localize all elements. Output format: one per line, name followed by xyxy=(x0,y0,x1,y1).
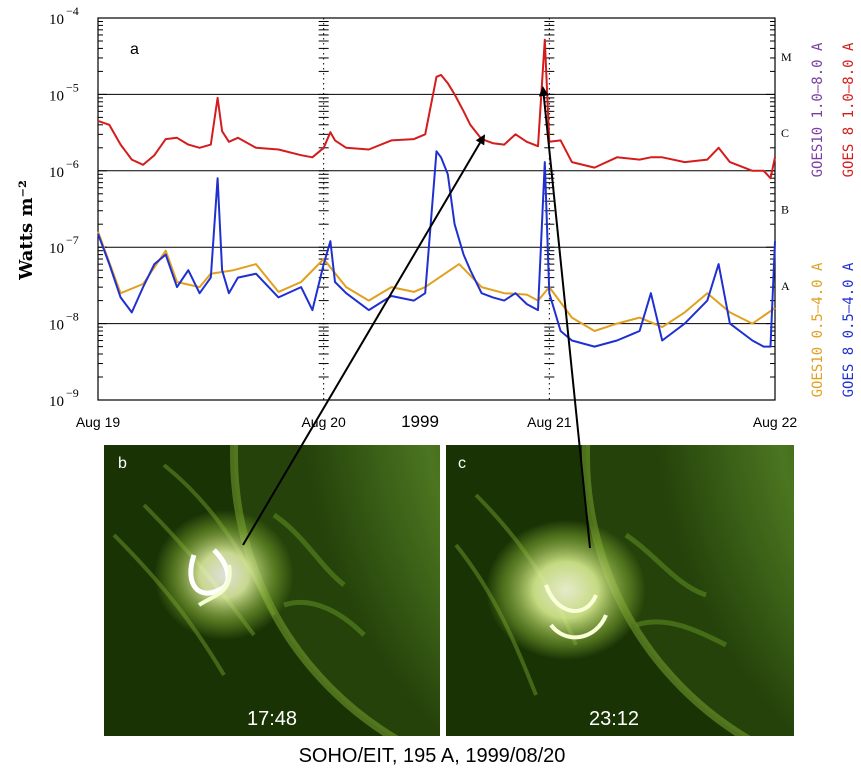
legend-entry: GOES10 1.0–8.0 A xyxy=(810,42,826,177)
y-tick-exponent: −5 xyxy=(66,80,79,94)
flare-class-reference-lines xyxy=(98,93,775,325)
flare-class-label: A xyxy=(781,279,790,293)
legend-entry: GOES 8 1.0–8.0 A xyxy=(841,42,857,177)
minor-ticks xyxy=(98,20,775,401)
arrow-c-to-plot xyxy=(538,86,591,549)
y-tick-label: 10 xyxy=(49,165,64,181)
flare-class-label: M xyxy=(781,50,792,64)
panel-label-a: a xyxy=(130,41,139,58)
plot-frame xyxy=(97,17,776,401)
flare-class-label: B xyxy=(781,203,789,217)
y-tick-exponent: −7 xyxy=(66,233,79,247)
flare-class-labels: A B C M xyxy=(781,50,792,293)
figure-caption: SOHO/EIT, 195 A, 1999/08/20 xyxy=(299,745,566,767)
image-b-label: b xyxy=(118,455,127,472)
x-tick-label: Aug 19 xyxy=(76,414,121,430)
y-tick-exponent: −6 xyxy=(66,157,79,171)
x-tick-label: Aug 22 xyxy=(753,414,798,430)
goes-xray-plot: 10−910−810−710−610−510−4 Aug 19 Aug 20 Aug… xyxy=(16,4,857,431)
x-year-label: 1999 xyxy=(401,412,439,431)
y-tick-label: 10 xyxy=(49,88,64,104)
y-tick-labels: 10−910−810−710−610−510−4 xyxy=(49,4,79,410)
series-line xyxy=(97,150,776,348)
legend: GOES10 1.0–8.0 A GOES 8 1.0–8.0 A GOES10 0… xyxy=(810,42,857,397)
x-tick-label: Aug 20 xyxy=(301,414,346,430)
series-line xyxy=(97,38,776,180)
legend-entry: GOES10 0.5–4.0 A xyxy=(810,262,826,397)
image-c-label: c xyxy=(458,455,466,472)
legend-entry: GOES 8 0.5–4.0 A xyxy=(841,262,857,397)
y-tick-label: 10 xyxy=(49,241,64,257)
series-group xyxy=(97,38,776,348)
flare-class-label: C xyxy=(781,126,789,140)
image-b-time: 17:48 xyxy=(247,708,297,730)
y-tick-exponent: −8 xyxy=(66,310,79,324)
arrow-b-to-plot xyxy=(242,134,486,546)
image-c-time: 23:12 xyxy=(589,708,639,730)
y-tick-exponent: −9 xyxy=(66,386,79,400)
y-tick-label: 10 xyxy=(49,12,64,28)
eit-image-b: b 17:48 xyxy=(104,445,440,736)
day-boundary-marks xyxy=(318,18,555,401)
eit-image-c: c 23:12 xyxy=(446,445,794,736)
y-tick-exponent: −4 xyxy=(66,4,79,18)
x-tick-label: Aug 21 xyxy=(527,414,572,430)
y-axis-label: Watts m⁻² xyxy=(16,180,37,281)
y-tick-label: 10 xyxy=(49,318,64,334)
y-tick-label: 10 xyxy=(49,394,64,410)
